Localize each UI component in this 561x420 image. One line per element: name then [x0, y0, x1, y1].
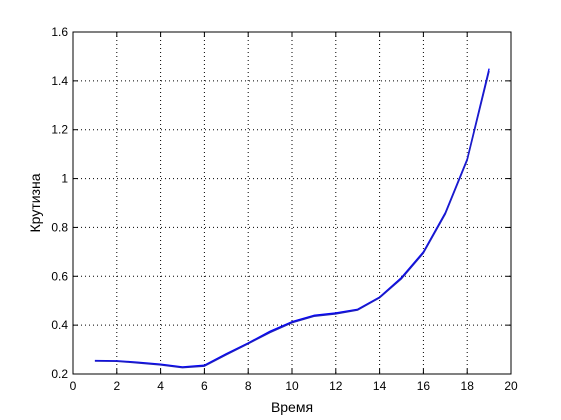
y-tick-label: 1.6 [51, 25, 68, 39]
x-tick-label: 0 [70, 379, 77, 393]
x-tick-label: 6 [201, 379, 208, 393]
y-tick-label: 1.4 [51, 74, 68, 88]
y-tick-label: 1 [61, 172, 68, 186]
series-group [94, 68, 490, 369]
y-tick-label: 0.4 [51, 318, 68, 332]
grid [73, 32, 511, 374]
x-tick-label: 10 [285, 379, 299, 393]
x-tick-label: 20 [504, 379, 518, 393]
y-tick-label: 0.8 [51, 220, 68, 234]
x-tick-label: 16 [417, 379, 431, 393]
y-axis-label: Крутизна [27, 173, 43, 232]
x-axis-label: Время [271, 399, 313, 415]
x-tick-label: 2 [113, 379, 120, 393]
x-tick-label: 14 [373, 379, 387, 393]
y-tick-label: 0.6 [51, 269, 68, 283]
x-tick-label: 18 [461, 379, 475, 393]
y-tick-label: 1.2 [51, 123, 68, 137]
y-tick-label: 0.2 [51, 367, 68, 381]
x-tick-label: 8 [245, 379, 252, 393]
x-tick-label: 12 [329, 379, 343, 393]
series-line-2 [94, 70, 490, 369]
x-tick-label: 4 [157, 379, 164, 393]
axis-ticks: 0 2 4 6 8 10 12 14 16 18 20 0.2 0.4 0.6 0.8 1 1.2 1.4 1.6 [51, 25, 518, 393]
